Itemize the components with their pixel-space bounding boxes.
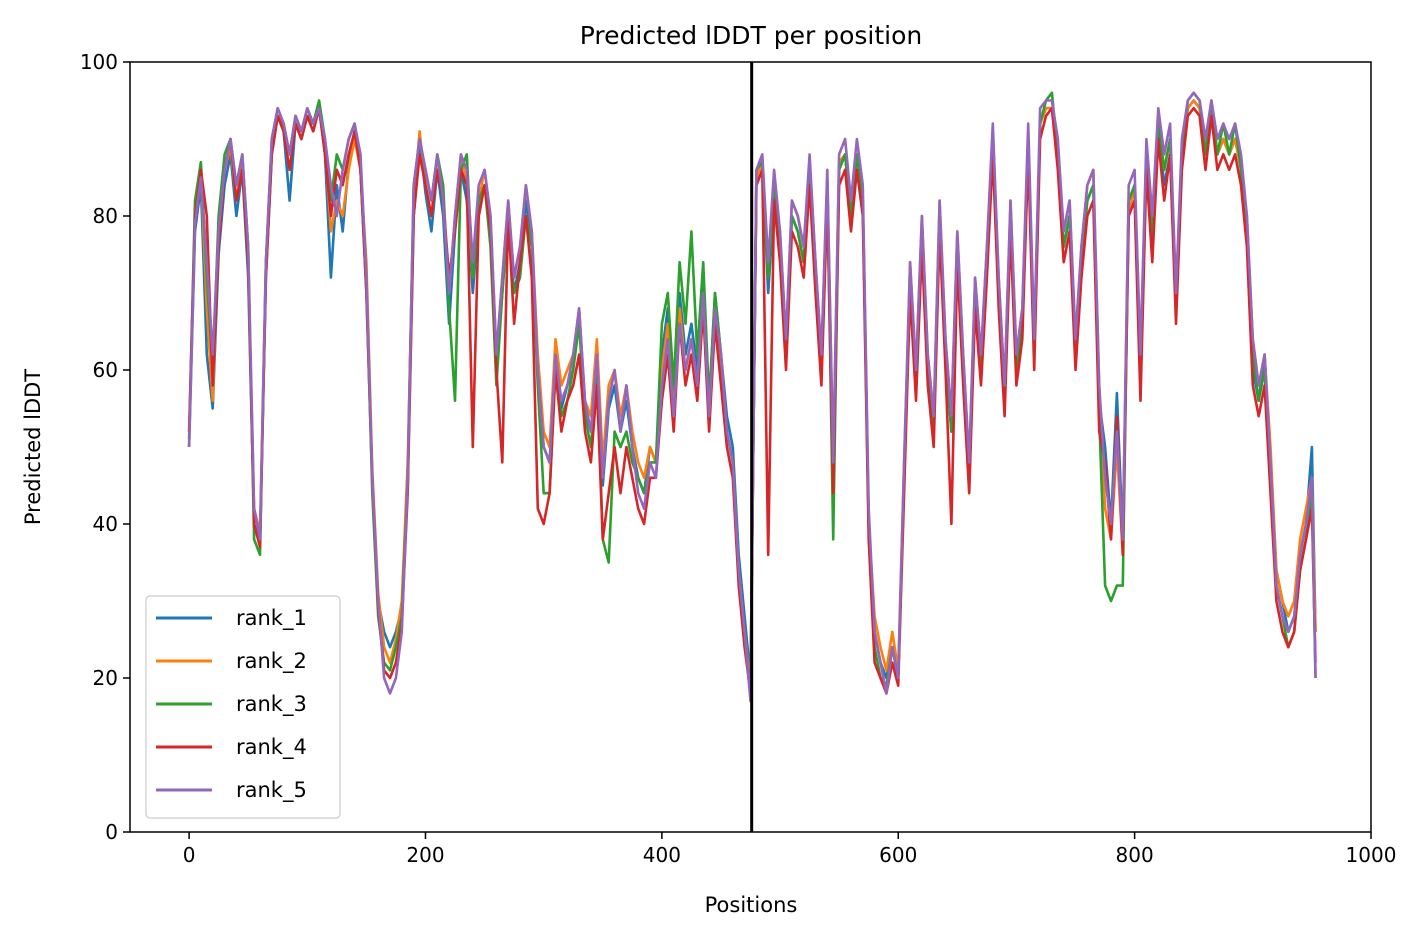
legend-label-2: rank_2 — [236, 649, 307, 674]
x-tick-label: 200 — [406, 843, 444, 867]
x-tick-label: 1000 — [1346, 843, 1397, 867]
x-axis-label: Positions — [705, 893, 798, 917]
legend-label-3: rank_3 — [236, 692, 307, 717]
x-tick-label: 400 — [643, 843, 681, 867]
y-tick-label: 60 — [93, 358, 118, 382]
y-tick-label: 0 — [105, 820, 118, 844]
y-tick-label: 100 — [80, 50, 118, 74]
plot-area — [129, 61, 1372, 833]
legend-label-1: rank_1 — [236, 606, 307, 631]
y-tick-label: 20 — [93, 666, 118, 690]
legend-box — [145, 595, 341, 819]
x-tick-label: 600 — [879, 843, 917, 867]
x-tick-label: 0 — [183, 843, 196, 867]
series-line-5 — [187, 91, 1317, 703]
legend-label-5: rank_5 — [236, 778, 307, 803]
legend-label-4: rank_4 — [236, 735, 307, 760]
series-group — [187, 91, 1317, 703]
y-tick-label: 40 — [93, 512, 118, 536]
x-tick-label: 800 — [1116, 843, 1154, 867]
y-axis-label: Predicted lDDT — [21, 369, 45, 525]
y-tick-label: 80 — [93, 204, 118, 228]
chart-title: Predicted lDDT per position — [580, 21, 922, 50]
legend: rank_1 rank_2 rank_3 rank_4 rank_5 — [145, 595, 341, 819]
y-axis-ticks: 0 20 40 60 80 100 — [80, 50, 130, 844]
x-axis-ticks: 0 200 400 600 800 1000 — [183, 832, 1397, 867]
plot-frame — [129, 61, 1372, 833]
